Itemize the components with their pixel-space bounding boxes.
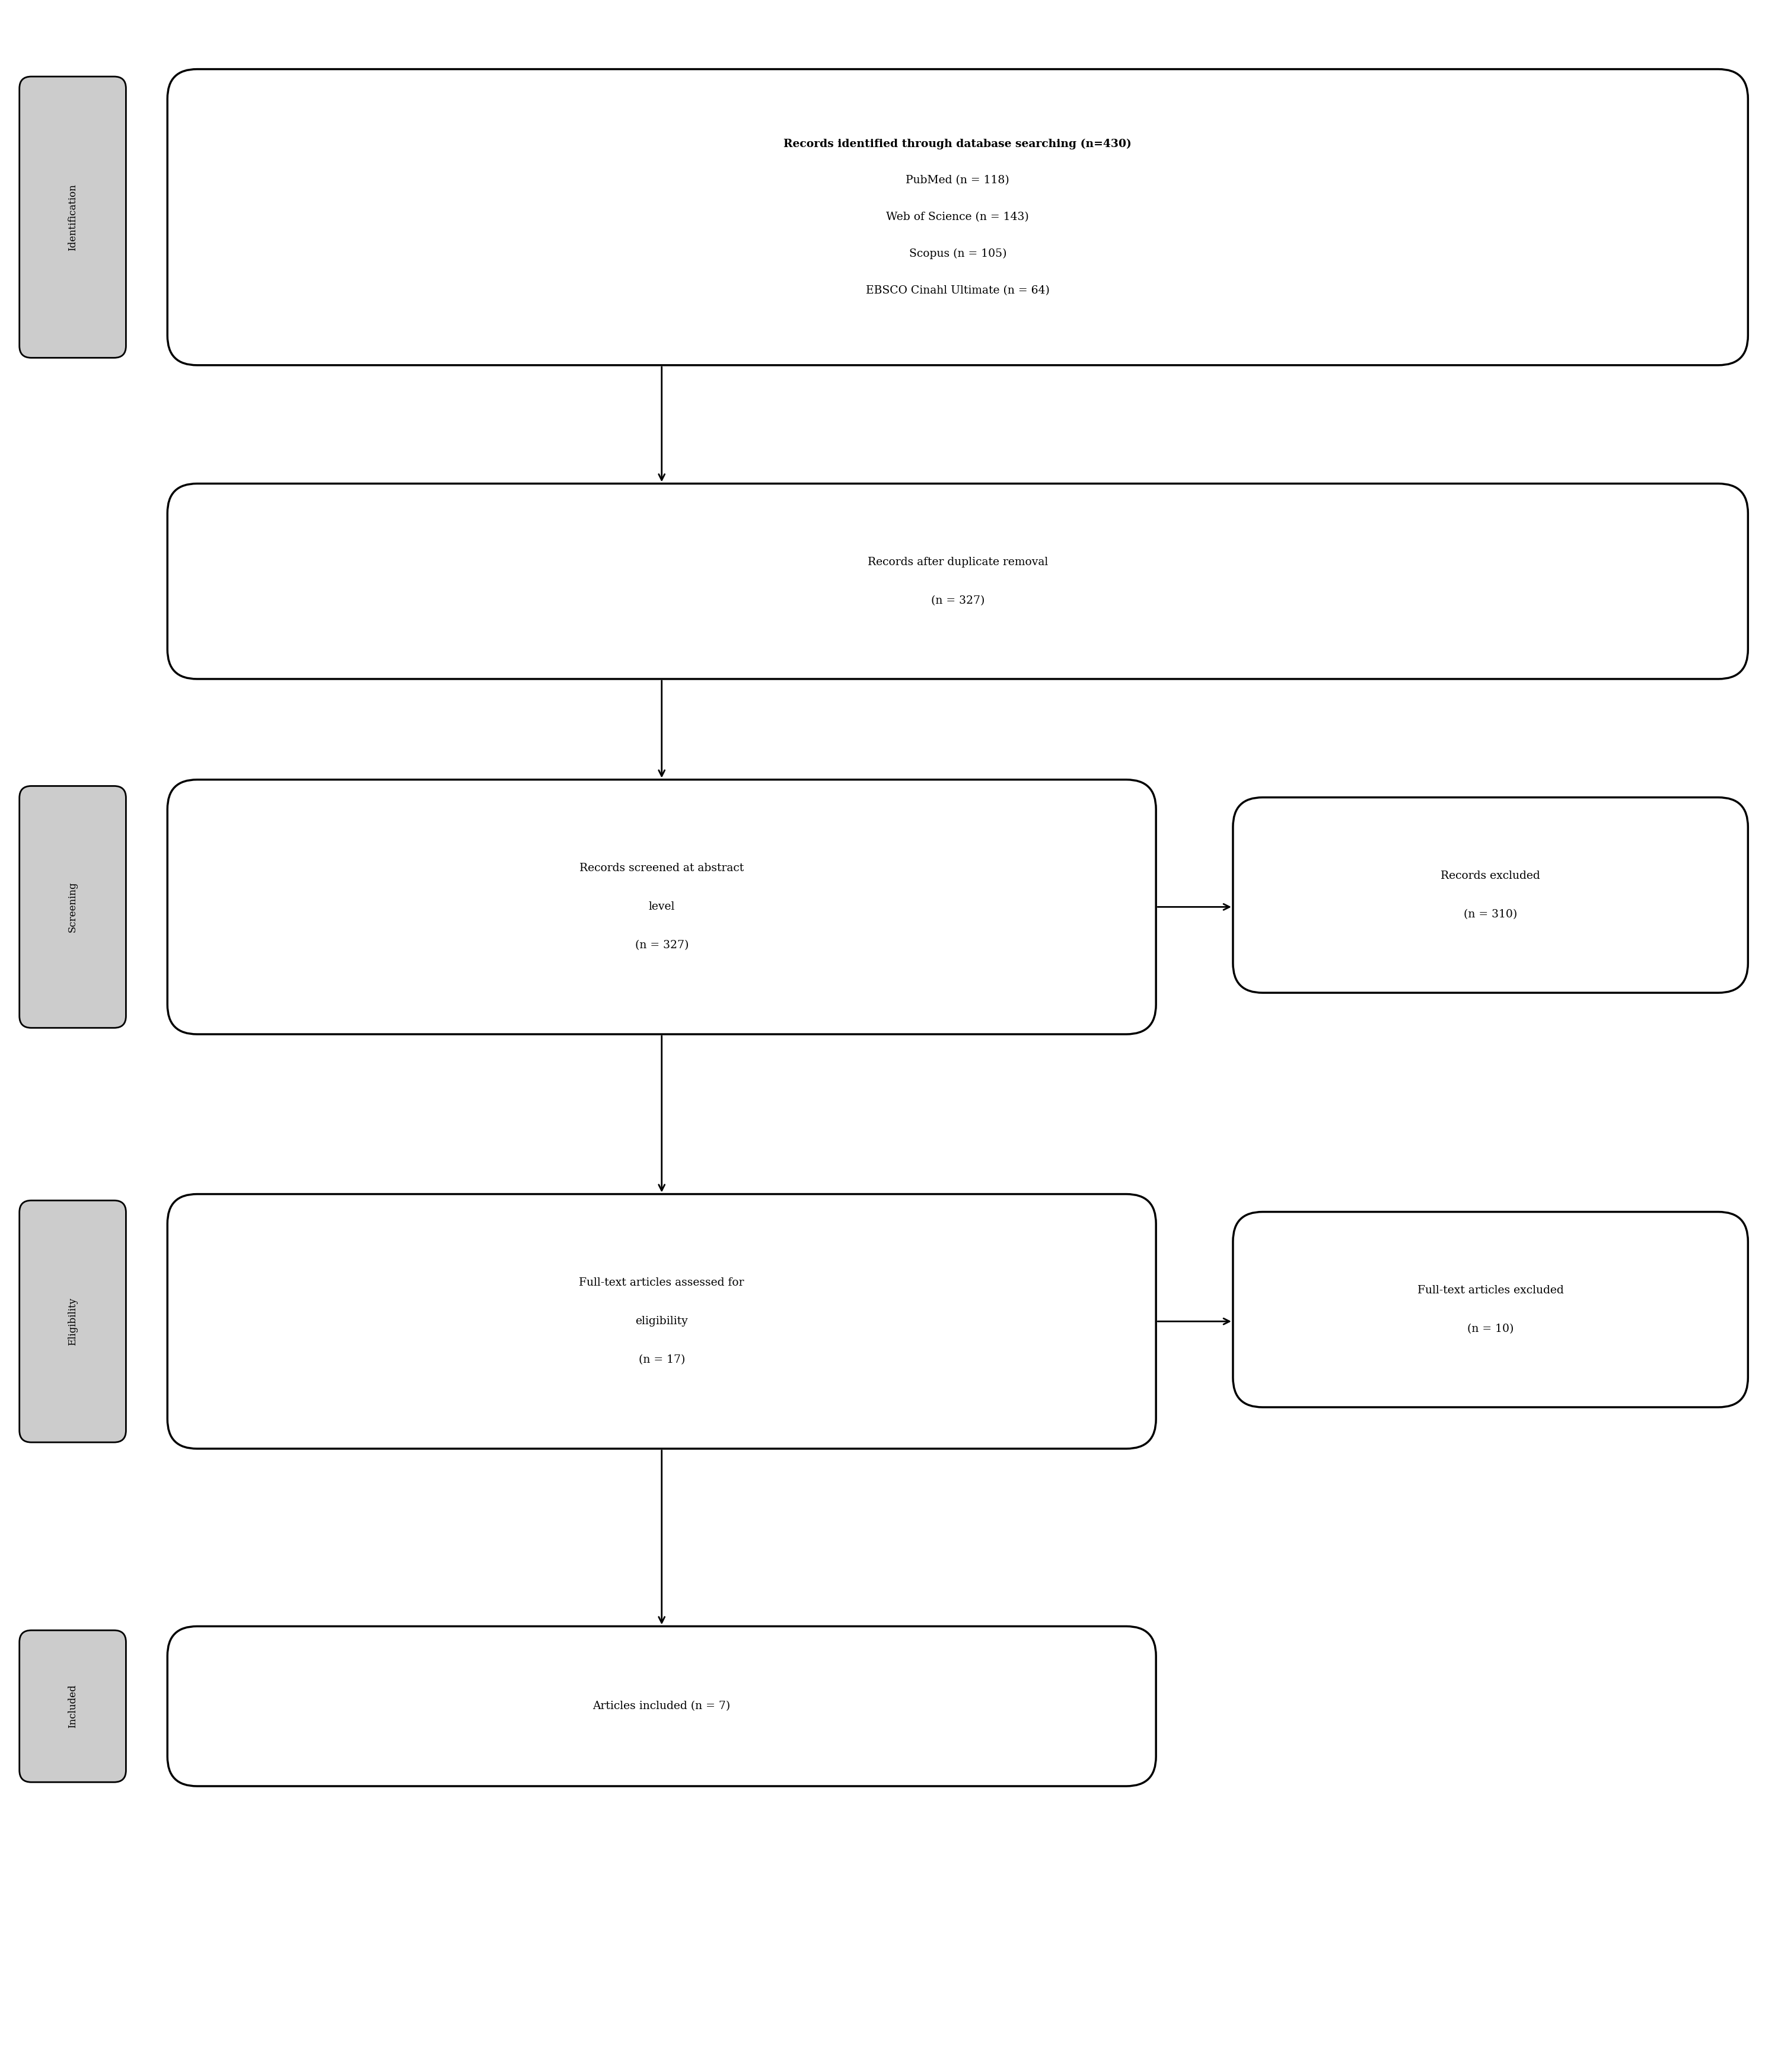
Text: eligibility: eligibility bbox=[636, 1316, 687, 1326]
Text: Full-text articles excluded: Full-text articles excluded bbox=[1418, 1285, 1564, 1295]
Text: (n = 10): (n = 10) bbox=[1468, 1324, 1514, 1334]
FancyBboxPatch shape bbox=[1232, 1212, 1747, 1407]
Text: (n = 310): (n = 310) bbox=[1464, 910, 1517, 920]
Text: Included: Included bbox=[68, 1685, 78, 1728]
Text: EBSCO Cinahl Ultimate (n = 64): EBSCO Cinahl Ultimate (n = 64) bbox=[866, 286, 1049, 296]
FancyBboxPatch shape bbox=[1232, 798, 1747, 992]
Text: (n = 327): (n = 327) bbox=[634, 941, 689, 951]
FancyBboxPatch shape bbox=[167, 483, 1747, 680]
FancyBboxPatch shape bbox=[167, 1193, 1156, 1448]
Text: (n = 17): (n = 17) bbox=[638, 1355, 686, 1365]
Text: Records identified through database searching (n=430): Records identified through database sear… bbox=[784, 139, 1131, 149]
FancyBboxPatch shape bbox=[20, 1631, 126, 1782]
FancyBboxPatch shape bbox=[167, 1627, 1156, 1786]
Text: Records after duplicate removal: Records after duplicate removal bbox=[867, 557, 1047, 568]
FancyBboxPatch shape bbox=[20, 785, 126, 1028]
FancyBboxPatch shape bbox=[167, 779, 1156, 1034]
Text: Eligibility: Eligibility bbox=[68, 1297, 78, 1345]
Text: level: level bbox=[648, 901, 675, 912]
Text: Records screened at abstract: Records screened at abstract bbox=[579, 864, 744, 874]
FancyBboxPatch shape bbox=[167, 68, 1747, 365]
Text: Records excluded: Records excluded bbox=[1441, 870, 1541, 881]
Text: Web of Science (n = 143): Web of Science (n = 143) bbox=[887, 211, 1029, 222]
FancyBboxPatch shape bbox=[20, 1200, 126, 1442]
Text: Scopus (n = 105): Scopus (n = 105) bbox=[908, 249, 1006, 259]
Text: Identification: Identification bbox=[68, 184, 78, 251]
Text: Screening: Screening bbox=[68, 881, 78, 932]
Text: PubMed (n = 118): PubMed (n = 118) bbox=[907, 176, 1010, 186]
FancyBboxPatch shape bbox=[20, 77, 126, 358]
Text: Full-text articles assessed for: Full-text articles assessed for bbox=[579, 1278, 744, 1289]
Text: Articles included (n = 7): Articles included (n = 7) bbox=[593, 1701, 730, 1711]
Text: (n = 327): (n = 327) bbox=[931, 595, 985, 605]
